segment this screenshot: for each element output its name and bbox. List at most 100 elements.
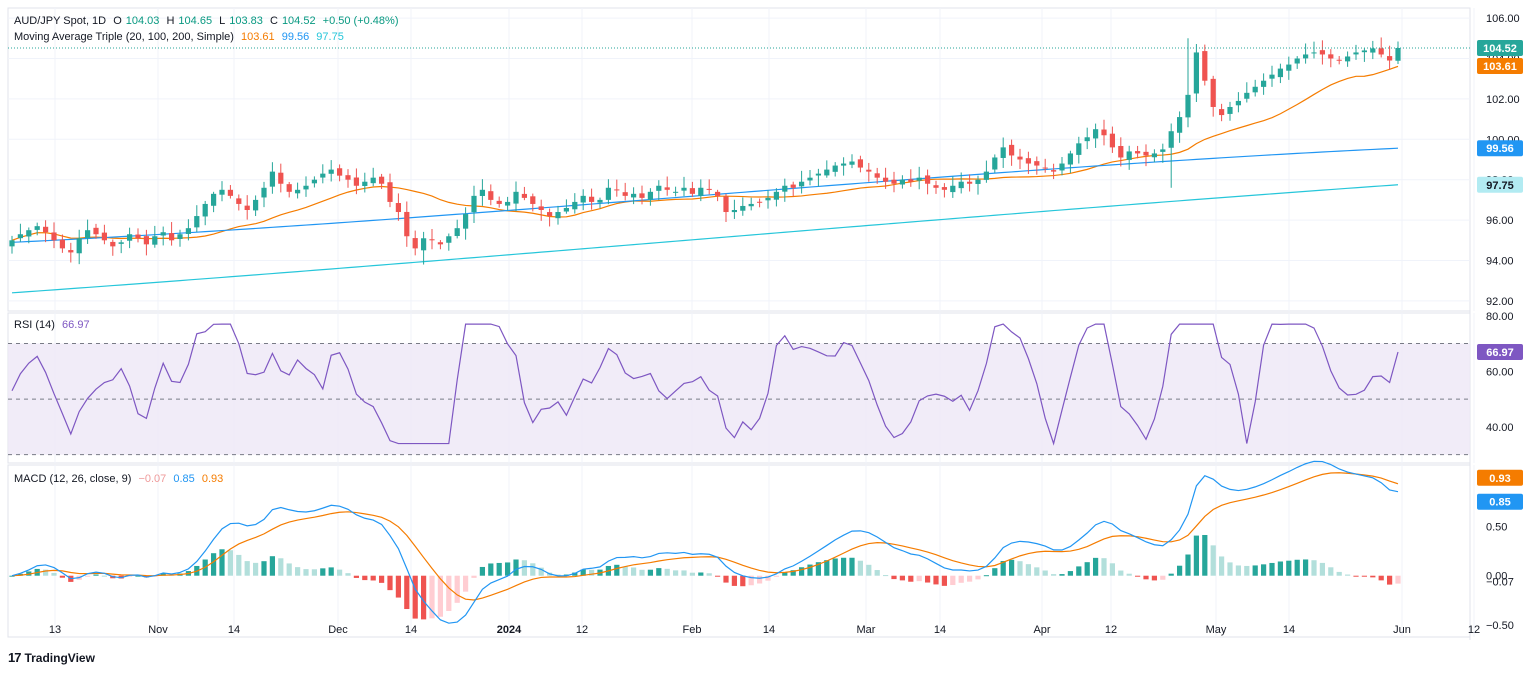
rsi-legend-label: RSI (14) — [14, 319, 55, 331]
macd-histogram-bar — [1227, 562, 1233, 576]
macd-histogram-bar — [286, 563, 292, 576]
candle-body — [1395, 47, 1401, 61]
candle-body — [656, 185, 662, 191]
candle-body — [614, 189, 620, 191]
candle-body — [975, 179, 981, 184]
candle-body — [899, 179, 906, 185]
candle-body — [882, 177, 889, 182]
candle-body — [135, 234, 141, 239]
macd-histogram-bar — [1319, 562, 1326, 576]
low-label: L — [219, 15, 226, 27]
macd-histogram-bar — [706, 573, 712, 576]
candle-body — [1193, 52, 1200, 94]
macd-histogram-bar — [1353, 575, 1359, 577]
candle-body — [1210, 78, 1216, 107]
candle-body — [824, 169, 830, 176]
macd-histogram-bar — [748, 575, 754, 586]
macd-histogram-bar — [908, 575, 914, 582]
macd-histogram-bar — [1126, 573, 1132, 576]
candle-body — [420, 238, 427, 251]
ma200-value: 97.75 — [316, 31, 344, 43]
macd-histogram-bar — [815, 562, 822, 576]
macd-histogram-bar — [1252, 565, 1258, 576]
candle-body — [857, 159, 864, 168]
macd-hist-badge: −0.07 — [1486, 577, 1514, 589]
macd-histogram-bar — [1143, 575, 1149, 580]
candle-body — [1034, 161, 1040, 166]
macd-histogram-bar — [672, 570, 679, 576]
rsi-axis-label: 60.00 — [1486, 366, 1514, 378]
change-value: +0.50 (+0.48%) — [322, 15, 399, 27]
close-value: 104.52 — [281, 15, 316, 27]
macd-histogram-bar — [345, 573, 351, 576]
macd-histogram-bar — [555, 574, 561, 576]
candle-body — [168, 233, 175, 241]
macd-histogram-bar — [1193, 535, 1200, 576]
tradingview-brand[interactable]: 17 TradingView — [8, 650, 95, 665]
macd-histogram-bar — [756, 575, 763, 584]
candle-body — [1252, 86, 1258, 93]
macd-histogram-bar — [496, 562, 502, 576]
macd-histogram-bar — [219, 549, 225, 576]
macd-histogram-bar — [899, 575, 906, 581]
macd-histogram-bar — [664, 568, 670, 576]
candle-body — [194, 216, 200, 228]
macd-histogram-bar — [1336, 571, 1342, 576]
macd-histogram-bar — [1050, 574, 1057, 576]
macd-histogram-bar — [227, 550, 234, 576]
macd-histogram-bar — [1260, 564, 1267, 576]
candle-body — [908, 179, 914, 182]
macd-histogram-bar — [488, 563, 494, 576]
candle-body — [1235, 100, 1242, 106]
ma200-price-badge-bg — [1477, 176, 1523, 193]
macd-histogram-bar — [538, 567, 544, 576]
macd-histogram-bar — [1286, 560, 1292, 576]
macd-histogram-bar — [93, 574, 99, 576]
macd-histogram-bar — [303, 569, 309, 576]
macd-histogram-bar — [647, 569, 654, 576]
candle-body — [563, 207, 570, 212]
macd-histogram-bar — [236, 554, 242, 576]
macd-histogram-bar — [588, 569, 595, 576]
candle-body — [269, 171, 276, 187]
macd-histogram-bar — [1202, 534, 1208, 576]
candle-body — [698, 187, 704, 196]
candle-body — [488, 191, 494, 200]
candle-body — [227, 189, 234, 196]
macd-histogram-bar — [311, 569, 318, 576]
macd-histogram-bar — [1017, 561, 1023, 576]
candle-body — [202, 203, 208, 217]
candle-body — [1176, 117, 1183, 133]
candle-body — [681, 187, 687, 191]
macd-histogram-bar — [84, 575, 91, 577]
candle-body — [555, 212, 561, 219]
candle-body — [765, 197, 771, 201]
candle-body — [395, 203, 402, 213]
macd-histogram-bar — [1210, 545, 1216, 576]
macd-histogram-bar — [26, 571, 32, 576]
macd-histogram-bar — [1168, 573, 1174, 576]
macd-histogram-bar — [950, 575, 956, 586]
candle-body — [1336, 59, 1342, 61]
candle-body — [1067, 153, 1074, 165]
macd-histogram-bar — [513, 559, 519, 576]
macd-histogram-bar — [891, 575, 897, 580]
macd-histogram-bar — [773, 575, 780, 577]
macd-histogram-bar — [790, 570, 796, 576]
candle-body — [1218, 109, 1225, 116]
candle-body — [849, 161, 855, 165]
macd-histogram-bar — [143, 575, 150, 578]
candle-body — [639, 193, 645, 198]
macd-signal-badge: 0.93 — [1489, 473, 1510, 485]
candle-body — [1269, 74, 1275, 79]
rsi-legend-value: 66.97 — [62, 319, 90, 331]
candle-body — [1143, 151, 1149, 156]
macd-histogram-bar — [622, 566, 628, 576]
candle-body — [143, 236, 150, 245]
candle-body — [1370, 48, 1376, 53]
candle-body — [782, 185, 788, 192]
macd-histogram-bar — [135, 575, 141, 577]
macd-histogram-bar — [731, 575, 738, 586]
